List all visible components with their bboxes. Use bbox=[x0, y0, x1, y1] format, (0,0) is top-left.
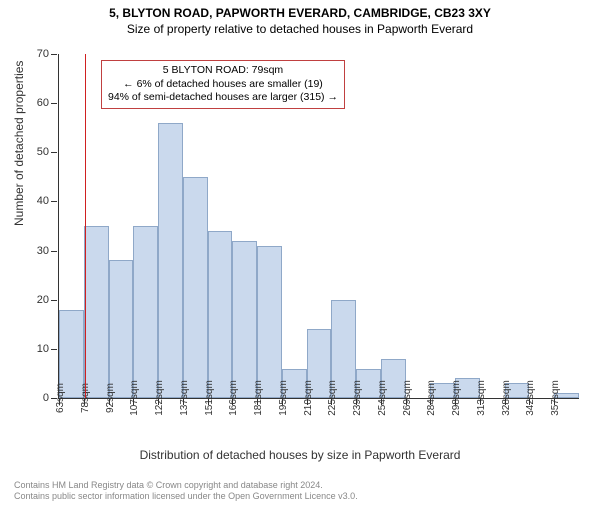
x-tick-label: 78sqm bbox=[72, 383, 91, 413]
histogram-bar bbox=[133, 226, 158, 398]
x-tick-label: 298sqm bbox=[443, 380, 462, 416]
y-tick-label: 10 bbox=[37, 343, 59, 355]
histogram-bar bbox=[232, 241, 257, 398]
x-tick-label: 151sqm bbox=[196, 380, 215, 416]
x-tick-label: 284sqm bbox=[418, 380, 437, 416]
histogram-bar bbox=[158, 123, 183, 398]
y-axis-label: Number of detached properties bbox=[12, 61, 26, 226]
x-tick-label: 313sqm bbox=[468, 380, 487, 416]
x-tick-label: 137sqm bbox=[171, 380, 190, 416]
title-sub: Size of property relative to detached ho… bbox=[0, 22, 600, 36]
y-tick-label: 60 bbox=[37, 97, 59, 109]
footer-line-1: Contains HM Land Registry data © Crown c… bbox=[14, 480, 358, 491]
histogram-bar bbox=[183, 177, 208, 398]
x-tick-label: 254sqm bbox=[369, 380, 388, 416]
x-tick-label: 225sqm bbox=[319, 380, 338, 416]
title-main: 5, BLYTON ROAD, PAPWORTH EVERARD, CAMBRI… bbox=[0, 6, 600, 20]
x-tick-label: 181sqm bbox=[245, 380, 264, 416]
x-tick-label: 166sqm bbox=[220, 380, 239, 416]
y-tick-label: 30 bbox=[37, 245, 59, 257]
histogram-bar bbox=[84, 226, 109, 398]
chart-area: 01020304050607063sqm78sqm92sqm107sqm122s… bbox=[58, 54, 578, 398]
x-tick-label: 122sqm bbox=[146, 380, 165, 416]
marker-line bbox=[85, 54, 86, 398]
y-tick-label: 50 bbox=[37, 146, 59, 158]
x-axis-label: Distribution of detached houses by size … bbox=[0, 448, 600, 462]
plot: 01020304050607063sqm78sqm92sqm107sqm122s… bbox=[58, 54, 579, 399]
histogram-bar bbox=[109, 260, 134, 398]
x-tick-label: 269sqm bbox=[394, 380, 413, 416]
annotation-line: 5 BLYTON ROAD: 79sqm bbox=[108, 64, 338, 78]
x-tick-label: 92sqm bbox=[97, 383, 116, 413]
x-tick-label: 342sqm bbox=[517, 380, 536, 416]
x-tick-label: 210sqm bbox=[295, 380, 314, 416]
x-tick-label: 195sqm bbox=[270, 380, 289, 416]
x-tick-label: 357sqm bbox=[542, 380, 561, 416]
histogram-bar bbox=[208, 231, 233, 398]
annotation-box: 5 BLYTON ROAD: 79sqm← 6% of detached hou… bbox=[101, 60, 345, 109]
x-tick-label: 63sqm bbox=[47, 383, 66, 413]
y-tick-label: 70 bbox=[37, 48, 59, 60]
x-tick-label: 239sqm bbox=[344, 380, 363, 416]
y-tick-label: 40 bbox=[37, 195, 59, 207]
annotation-line: ← 6% of detached houses are smaller (19) bbox=[108, 78, 338, 92]
x-tick-label: 107sqm bbox=[121, 380, 140, 416]
histogram-bar bbox=[257, 246, 282, 398]
x-tick-label: 328sqm bbox=[493, 380, 512, 416]
footer-line-2: Contains public sector information licen… bbox=[14, 491, 358, 502]
annotation-line: 94% of semi-detached houses are larger (… bbox=[108, 91, 338, 105]
y-tick-label: 20 bbox=[37, 294, 59, 306]
footer-attribution: Contains HM Land Registry data © Crown c… bbox=[14, 480, 358, 503]
